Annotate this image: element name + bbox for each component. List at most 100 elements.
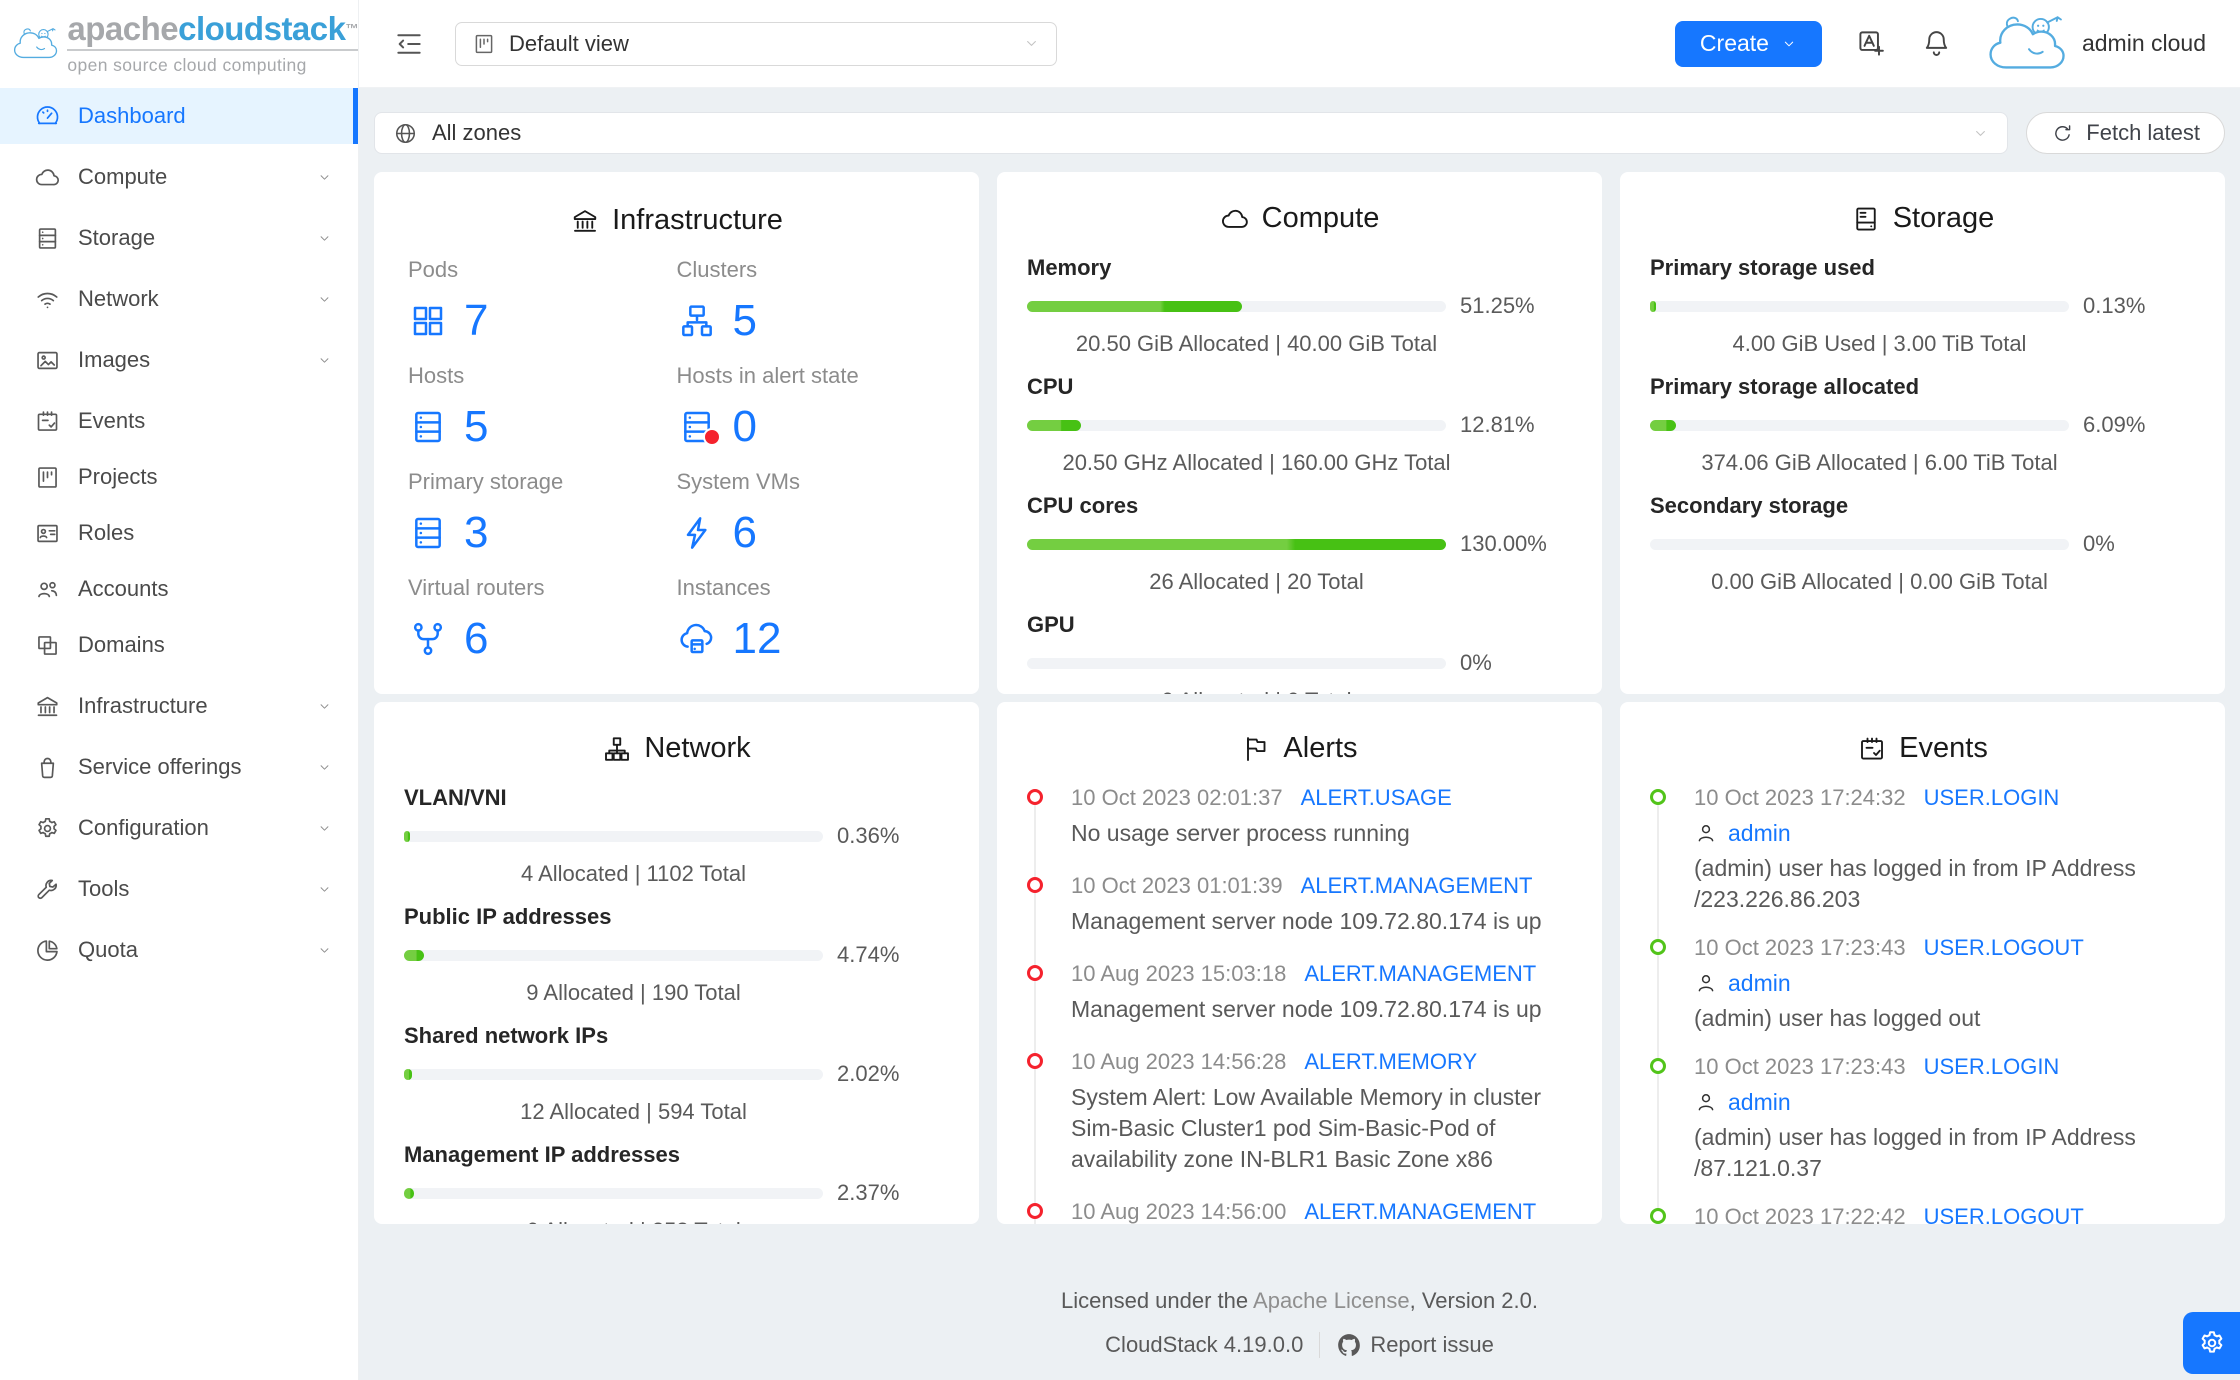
user-menu[interactable]: admin cloud xyxy=(1986,12,2206,76)
alert-time: 10 Aug 2023 14:56:28 xyxy=(1071,1049,1287,1074)
fetch-latest-button[interactable]: Fetch latest xyxy=(2026,112,2225,154)
globe-icon xyxy=(393,121,418,146)
sidebar-item-accounts[interactable]: Accounts xyxy=(0,561,358,617)
progress-bar xyxy=(1650,538,2069,550)
alert-item: 10 Aug 2023 14:56:00 ALERT.MANAGEMENT xyxy=(1027,1197,1572,1224)
stat-instances-value[interactable]: 12 xyxy=(677,615,946,663)
sidebar-item-storage[interactable]: Storage xyxy=(0,210,358,266)
sidebar-item-configuration[interactable]: Configuration xyxy=(0,800,358,856)
database-alert-icon xyxy=(677,407,721,447)
idcard-icon xyxy=(34,520,61,547)
license-line: Licensed under the Apache License, Versi… xyxy=(1060,1288,1539,1313)
sidebar-item-compute[interactable]: Compute xyxy=(0,149,358,205)
theme-settings-button[interactable] xyxy=(2183,1312,2240,1374)
event-time: 10 Oct 2023 17:23:43 xyxy=(1694,935,1906,960)
stat-virtual-routers: Virtual routers 6 xyxy=(408,573,677,663)
stat-hosts-value[interactable]: 5 xyxy=(408,403,677,451)
event-message: (admin) user has logged in from IP Addre… xyxy=(1694,1124,2136,1181)
events-card: Events 10 Oct 2023 17:24:32 USER.LOGIN ad… xyxy=(1620,702,2225,1224)
alert-type-link[interactable]: ALERT.MEMORY xyxy=(1304,1049,1478,1074)
alert-message: Management server node 109.72.80.174 is … xyxy=(1071,908,1542,934)
event-user-link[interactable]: admin xyxy=(1728,820,1791,846)
stat-system-vms-value[interactable]: 6 xyxy=(677,509,946,557)
app-logo[interactable]: apachecloudstack™ open source cloud comp… xyxy=(0,0,358,88)
chevron-down-icon xyxy=(317,943,332,958)
sidebar-item-images[interactable]: Images xyxy=(0,332,358,388)
event-type-link[interactable]: USER.LOGIN xyxy=(1923,1054,2060,1079)
zone-select[interactable]: All zones xyxy=(374,112,2009,154)
sidebar-nav: Dashboard Compute Storage Network Images xyxy=(0,88,358,978)
sidebar: apachecloudstack™ open source cloud comp… xyxy=(0,0,359,1380)
alert-type-link[interactable]: ALERT.MANAGEMENT xyxy=(1304,1199,1537,1224)
logo-brand-apache: apache xyxy=(67,10,179,47)
apartment-icon xyxy=(602,734,632,764)
sidebar-collapse-icon[interactable] xyxy=(393,28,425,60)
chevron-down-icon xyxy=(317,760,332,775)
bell-icon[interactable] xyxy=(1921,28,1952,59)
meter-primary-storage-used: Primary storage used 0.13% 4.00 GiB Used… xyxy=(1650,255,2146,356)
database-icon xyxy=(34,225,61,252)
stat-system-vms: System VMs 6 xyxy=(677,467,946,557)
alert-item: 10 Oct 2023 02:01:37 ALERT.USAGE No usage… xyxy=(1027,783,1572,849)
event-time: 10 Oct 2023 17:24:32 xyxy=(1694,785,1906,810)
team-icon xyxy=(34,576,61,603)
event-user-link[interactable]: admin xyxy=(1728,970,1791,996)
view-select-value: Default view xyxy=(509,30,629,56)
event-type-link[interactable]: USER.LOGIN xyxy=(1923,785,2060,810)
progress-bar xyxy=(1650,419,2069,431)
alert-type-link[interactable]: ALERT.USAGE xyxy=(1300,785,1452,810)
event-item: 10 Oct 2023 17:23:43 USER.LOGOUT admin (a… xyxy=(1650,933,2195,1034)
alert-item: 10 Aug 2023 15:03:18 ALERT.MANAGEMENT Man… xyxy=(1027,959,1572,1025)
sidebar-item-service-offerings[interactable]: Service offerings xyxy=(0,739,358,795)
progress-bar xyxy=(404,1187,823,1199)
alert-time: 10 Aug 2023 15:03:18 xyxy=(1071,961,1287,986)
event-dot-icon xyxy=(1650,1058,1666,1074)
sidebar-item-infrastructure[interactable]: Infrastructure xyxy=(0,678,358,734)
user-icon xyxy=(1694,821,1718,845)
stat-clusters: Clusters 5 xyxy=(677,255,946,345)
sidebar-item-network[interactable]: Network xyxy=(0,271,358,327)
chevron-down-icon xyxy=(317,882,332,897)
infrastructure-stats: Pods 7 Clusters 5 Host xyxy=(408,255,945,679)
database-icon xyxy=(408,513,448,553)
card-title-compute: Compute xyxy=(1027,202,1572,235)
event-type-link[interactable]: USER.LOGOUT xyxy=(1923,1204,2084,1224)
card-title-storage: Storage xyxy=(1650,202,2195,235)
alert-type-link[interactable]: ALERT.MANAGEMENT xyxy=(1300,873,1533,898)
logo-divider xyxy=(67,49,358,51)
sidebar-item-projects[interactable]: Projects xyxy=(0,449,358,505)
card-title-network: Network xyxy=(404,732,949,765)
sidebar-item-events[interactable]: Events xyxy=(0,393,358,449)
stat-primary-storage-value[interactable]: 3 xyxy=(408,509,677,557)
alert-dot-icon xyxy=(1027,1053,1043,1069)
alert-message: System Alert: Low Available Memory in cl… xyxy=(1071,1084,1541,1172)
alert-dot xyxy=(702,428,721,446)
apache-license-link[interactable]: Apache License xyxy=(1253,1288,1410,1313)
sidebar-item-tools[interactable]: Tools xyxy=(0,861,358,917)
stat-pods-value[interactable]: 7 xyxy=(408,297,677,345)
alert-dot-icon xyxy=(1027,1203,1043,1219)
stat-virtual-routers-value[interactable]: 6 xyxy=(408,615,677,663)
picture-icon xyxy=(34,347,61,374)
report-issue-link[interactable]: Report issue xyxy=(1336,1328,1494,1362)
alert-type-link[interactable]: ALERT.MANAGEMENT xyxy=(1304,961,1537,986)
sidebar-item-roles[interactable]: Roles xyxy=(0,505,358,561)
sidebar-item-dashboard[interactable]: Dashboard xyxy=(0,88,358,144)
view-select[interactable]: Default view xyxy=(455,21,1057,66)
user-icon xyxy=(1694,971,1718,995)
user-icon xyxy=(1694,1090,1718,1114)
event-type-link[interactable]: USER.LOGOUT xyxy=(1923,935,2084,960)
block-icon xyxy=(34,632,61,659)
translate-icon[interactable] xyxy=(1856,28,1887,59)
sidebar-item-quota[interactable]: Quota xyxy=(0,922,358,978)
event-user-link[interactable]: admin xyxy=(1728,1089,1791,1115)
divider xyxy=(1319,1332,1321,1358)
card-title-infrastructure: Infrastructure xyxy=(408,204,945,237)
sidebar-item-domains[interactable]: Domains xyxy=(0,617,358,673)
main-content: All zones Fetch latest Infrastructure Po… xyxy=(359,88,2240,1380)
stat-clusters-value[interactable]: 5 xyxy=(677,297,946,345)
stat-primary-storage: Primary storage 3 xyxy=(408,467,677,557)
stat-hosts-alert-value[interactable]: 0 xyxy=(677,403,946,451)
create-button[interactable]: Create xyxy=(1674,20,1822,67)
alert-item: 10 Aug 2023 14:56:28 ALERT.MEMORY System … xyxy=(1027,1047,1572,1175)
